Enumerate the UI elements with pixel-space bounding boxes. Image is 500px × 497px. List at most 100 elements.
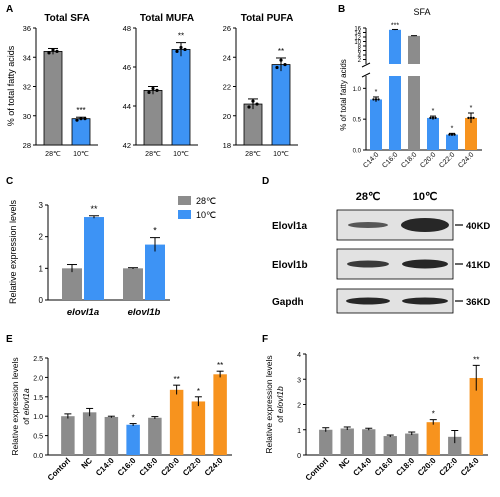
panel-f-chart-x-tick-label: NC (337, 456, 352, 471)
panel-d-blot-size-label: 36KD (466, 297, 490, 308)
panel-b-chart-x-tick-label: C22:0 (438, 151, 456, 169)
panel-e-chart-x-tick-label: C20:0 (159, 456, 181, 478)
panel-b-chart-bar-upper (389, 29, 401, 64)
panel-b-chart-significance: *** (391, 22, 399, 29)
panel-d-blot-column-label: 10℃ (413, 191, 438, 203)
panel-a-chart-1-data-point (55, 49, 59, 54)
panel-a-chart-3-y-tick-label: 18 (223, 141, 231, 150)
panel-a-chart-2-y-tick-label: 48 (123, 24, 131, 33)
panel-d-blot-band (402, 297, 448, 305)
panel-c-chart-legend-swatch (178, 210, 191, 219)
panel-a-chart-2-x-tick-label: 10℃ (173, 151, 189, 158)
panel-a-chart-1-y-tick-label: 30 (23, 112, 31, 121)
panel-a-chart-1-y-tick-label: 28 (23, 141, 31, 150)
panel-e-chart-significance: * (197, 387, 200, 396)
panel-e-chart-y-tick-label: 1.0 (33, 414, 43, 421)
panel-b-chart-y-tick-label: 10 (354, 40, 361, 46)
panel-a-chart-3-data-point (251, 99, 255, 103)
panel-b-chart-y-tick-label: 8 (358, 45, 362, 51)
panel-e-chart-x-tick-label: C18:0 (138, 456, 160, 478)
panel-label-f: F (262, 334, 268, 345)
panel-a-chart-1-data-point (47, 51, 51, 55)
panel-b-chart-x-tick-label: C14:0 (362, 151, 380, 169)
panel-b-chart-y-tick-label: 1.0 (353, 87, 362, 93)
panel-f-chart-bar (383, 436, 397, 455)
panel-a-chart-3-data-point (275, 65, 279, 70)
panel-label-a: A (6, 4, 13, 15)
panel-a-chart-3-y-tick-label: 24 (223, 53, 231, 62)
panel-f-chart-bar (362, 429, 376, 455)
panel-e-chart-x-tick-label: NC (79, 456, 94, 471)
panel-a-chart-2-data-point (175, 49, 179, 54)
panel-a-chart-1-bar (71, 118, 91, 146)
panel-d-blot-row-label: Gapdh (272, 297, 304, 308)
panel-b-chart-significance: * (451, 125, 454, 132)
panel-a-chart-2-data-point (183, 47, 187, 52)
panel-f-chart-significance: * (432, 410, 435, 419)
panel-e-chart-bar (104, 416, 119, 455)
panel-c-chart-bar (123, 268, 143, 300)
panel-b-chart-significance: * (470, 105, 473, 112)
panel-f-chart-bar (426, 422, 440, 455)
panel-a-chart-3-data-point (255, 102, 259, 106)
panel-b-chart-title: SFA (413, 7, 430, 17)
panel-c-chart-x-tick-label: elovl1b (128, 307, 161, 318)
panel-c-chart-y-tick-label: 3 (39, 201, 44, 210)
panel-a-chart-2-data-point (155, 88, 159, 92)
panel-b-chart-data-point (450, 133, 454, 136)
panel-a-chart-3-data-point (247, 105, 251, 109)
panel-f-chart-x-tick-label: C14:0 (351, 456, 373, 478)
panel-e-chart-bar (191, 401, 206, 455)
panel-a-chart-1-y-tick-label: 32 (23, 83, 31, 92)
panel-a-chart-3-bar (243, 103, 263, 146)
panel-e-chart-x-tick-label: Contorl (46, 456, 72, 482)
panel-label-c: C (6, 176, 13, 187)
panel-b-chart-data-point (472, 116, 475, 120)
panel-b-chart-y-tick-label: 12 (354, 36, 361, 42)
panel-f-chart-x-tick-label: C22:0 (437, 456, 459, 478)
panel-a-chart-1-y-tick-label: 34 (23, 53, 31, 62)
panel-d-blot-band (346, 297, 390, 305)
panel-b-chart-bar-upper (408, 35, 420, 64)
panel-c-chart-bar (62, 268, 82, 300)
panel-a-chart-2-data-point (147, 90, 151, 94)
panel-a-chart-3-x-tick-label: 28℃ (245, 151, 261, 158)
panel-b-chart-y-axis-label: % of total fatty acids (339, 59, 348, 131)
panel-c-chart-significance: ** (90, 204, 98, 214)
panel-c-chart-bar (145, 244, 165, 300)
panel-f-chart-bar (340, 428, 354, 455)
panel-a-chart-1-data-point (51, 48, 55, 52)
panel-a-chart-3-data-point (283, 62, 287, 67)
panel-label-d: D (262, 176, 269, 187)
panel-a-chart-2-data-point (151, 86, 155, 91)
panel-a-chart-3-bar (271, 64, 291, 146)
panel-a-chart-1-data-point (75, 118, 79, 122)
panel-a-chart-2-data-point (179, 45, 183, 50)
panel-b-chart-x-tick-label: C24:0 (457, 151, 475, 169)
panel-d-blot-band (402, 259, 448, 269)
panel-d-blot-size-label: 40KD (466, 221, 490, 232)
panel-label-b: B (338, 4, 345, 15)
panel-a-chart-1-significance: *** (76, 106, 85, 115)
panel-e-chart-y-axis-label: Relative expression levels (10, 357, 20, 455)
panel-a-chart-2-y-tick-label: 42 (123, 141, 131, 150)
panel-a-chart-3-y-tick-label: 26 (223, 24, 231, 33)
panel-f-chart-y-axis-label-gene: of elovl1b (275, 386, 285, 423)
panel-b-chart-bar (370, 99, 382, 150)
panel-b-chart-data-point (453, 133, 456, 136)
panel-b-chart-data-point (467, 116, 470, 120)
panel-f-chart-x-tick-label: Contorl (304, 456, 330, 482)
panel-a-chart-1-x-tick-label: 28℃ (45, 151, 61, 158)
panel-b-chart-bar (427, 117, 439, 150)
panel-f-chart-bar (405, 433, 419, 455)
panel-f-chart-x-tick-label: C16:0 (373, 456, 395, 478)
panel-a-chart-2-bar (171, 49, 191, 146)
panel-b-chart-x-tick-label: C16:0 (381, 151, 399, 169)
panel-a-chart-3-y-tick-label: 20 (223, 112, 231, 121)
panel-c-chart-bar (84, 217, 104, 300)
panel-c-chart-y-tick-label: 2 (39, 233, 44, 242)
panel-e-chart-bar (82, 412, 97, 455)
panel-e-chart-y-tick-label: 2.5 (33, 356, 43, 363)
panel-b-chart-bar (446, 134, 458, 150)
panel-a-chart-3-data-point (279, 58, 283, 62)
